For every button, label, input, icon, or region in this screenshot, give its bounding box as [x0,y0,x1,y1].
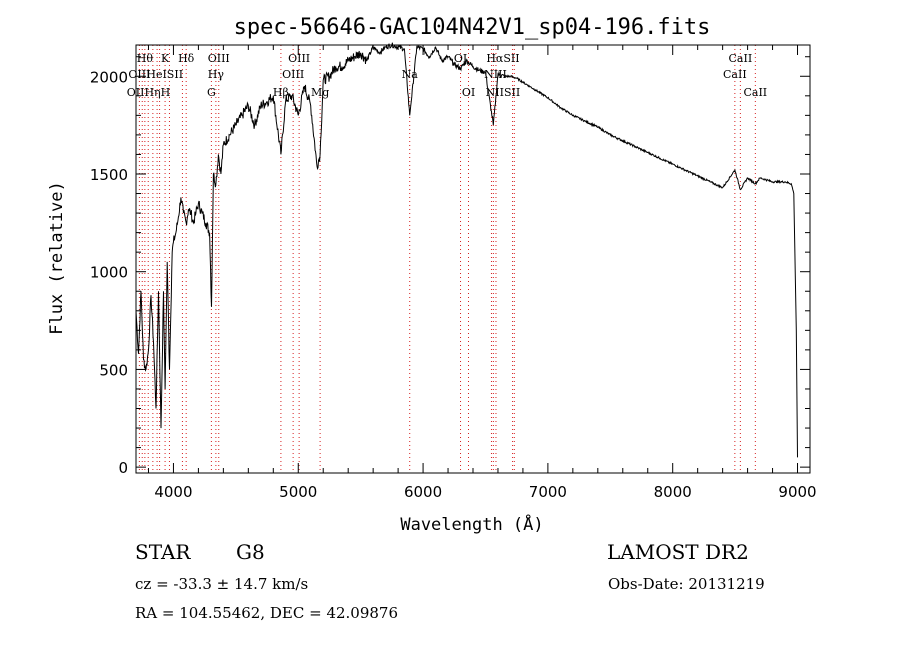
spectral-line-label: CaII [723,68,747,81]
x-tick-label: 7000 [529,483,567,501]
y-axis-label: Flux (relative) [47,181,67,335]
x-tick-label: 6000 [404,483,442,501]
spectrum-series-line [135,42,798,458]
redshift-velocity: cz = -33.3 ± 14.7 km/s [135,575,309,593]
y-tick-label: 2000 [90,68,128,86]
spectral-line-label: OIIHηH [127,86,170,99]
plot-frame [135,44,811,474]
spectral-line-label: Hθ [137,52,154,65]
spectral-line-label: OIII [208,52,230,65]
spectral-line-label: HeISII [146,68,183,81]
spectral-line-label: Hγ [208,68,225,81]
y-tick-label: 500 [99,361,128,379]
spectral-line-label: Hβ [273,86,289,99]
spectral-line-label: NIISII [486,86,521,99]
spectral-line-label: HαSII [486,52,519,65]
x-axis-label: Wavelength (Å) [400,513,543,535]
x-tick-label: 8000 [654,483,692,501]
spectrum-chart: spec-56646-GAC104N42V1_sp04-196.fits Hθ K… [47,15,817,535]
chart-title: spec-56646-GAC104N42V1_sp04-196.fits [234,15,711,40]
x-tick-label: 4000 [154,483,192,501]
coordinates: RA = 104.55462, DEC = 42.09876 [135,604,399,622]
y-axis: 0 500 1000 1500 2000 [90,56,810,477]
line-markers [138,45,756,473]
observation-date: Obs-Date: 20131219 [608,575,765,593]
spectral-line-label: G [207,86,216,99]
spectral-line-label: NIII [484,68,507,81]
survey-name: LAMOST DR2 [607,540,749,564]
spectral-line-label: Na [402,68,419,81]
spectral-line-label: OIII [282,68,304,81]
spectral-line-label: OI [454,52,467,65]
y-tick-label: 1500 [90,166,128,184]
spectral-line-label: OIII [288,52,310,65]
spectral-line-label: Mg [311,86,329,99]
spectral-line-label: K [161,52,170,65]
x-axis: 4000 5000 6000 7000 8000 9000 [147,45,817,501]
y-tick-label: 0 [118,459,128,477]
spectral-line-label: Hδ [178,52,195,65]
object-subclass: G8 [236,540,265,564]
spectral-line-label: CaII [729,52,753,65]
spectral-line-label: OIII [128,68,150,81]
y-tick-label: 1000 [90,264,128,282]
x-tick-label: 5000 [279,483,317,501]
x-tick-label: 9000 [778,483,816,501]
spectral-line-label: OI [462,86,475,99]
spectral-line-label: CaII [743,86,767,99]
object-class: STAR [135,540,191,564]
